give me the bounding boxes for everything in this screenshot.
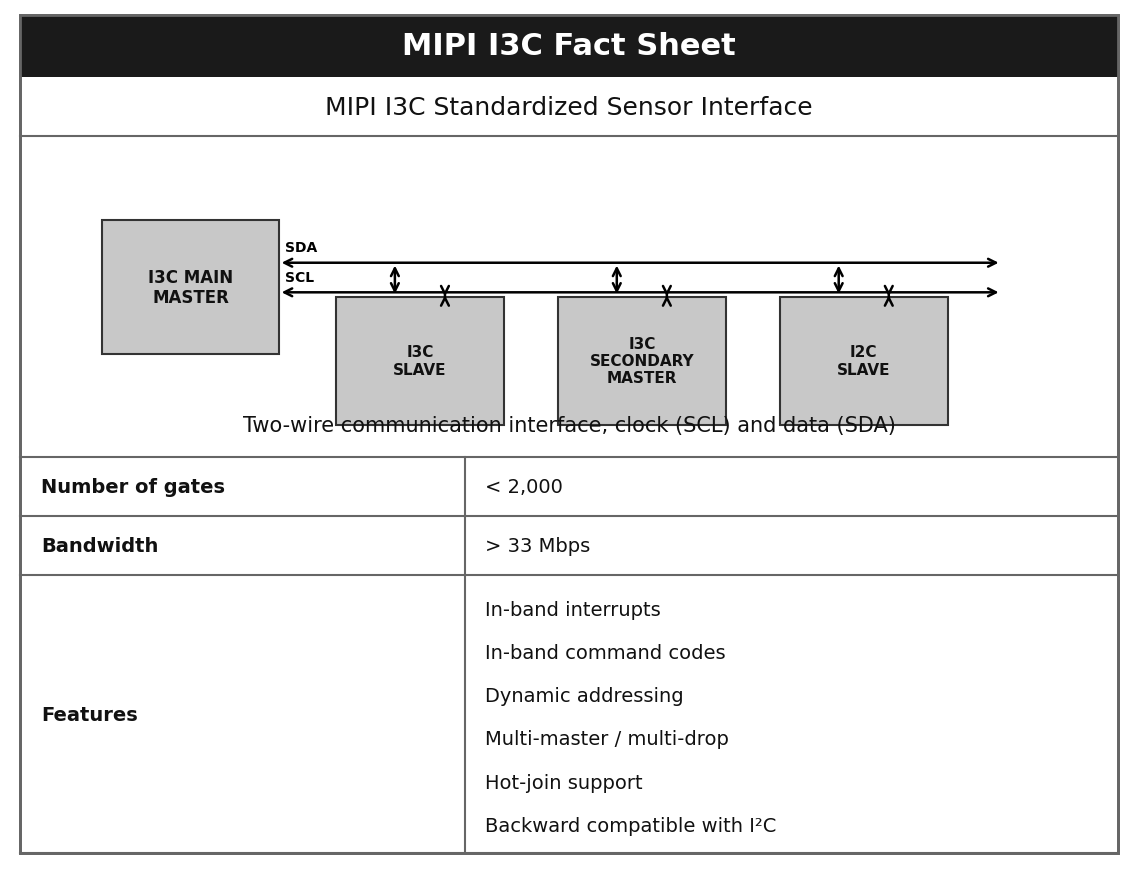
Bar bbox=[780, 297, 948, 425]
Text: Bandwidth: Bandwidth bbox=[41, 536, 158, 555]
Text: > 33 Mbps: > 33 Mbps bbox=[485, 536, 591, 555]
Text: I3C
SECONDARY
MASTER: I3C SECONDARY MASTER bbox=[589, 336, 694, 386]
Text: < 2,000: < 2,000 bbox=[485, 477, 563, 496]
Bar bbox=[20, 16, 1118, 78]
Text: SCL: SCL bbox=[284, 270, 314, 284]
Text: Number of gates: Number of gates bbox=[41, 477, 225, 496]
Text: I3C MAIN
MASTER: I3C MAIN MASTER bbox=[148, 269, 233, 307]
Text: In-band command codes: In-band command codes bbox=[485, 643, 726, 662]
Text: Two-wire communication interface, clock (SCL) and data (SDA): Two-wire communication interface, clock … bbox=[242, 415, 896, 435]
Text: Dynamic addressing: Dynamic addressing bbox=[485, 687, 684, 706]
Bar bbox=[558, 297, 726, 425]
Bar bbox=[336, 297, 504, 425]
Text: Features: Features bbox=[41, 705, 138, 724]
Text: Backward compatible with I²C: Backward compatible with I²C bbox=[485, 816, 776, 835]
Text: In-band interrupts: In-band interrupts bbox=[485, 600, 661, 619]
Bar bbox=[102, 221, 279, 355]
Bar bbox=[20, 16, 1118, 78]
Text: MIPI I3C Fact Sheet: MIPI I3C Fact Sheet bbox=[402, 32, 736, 62]
Text: MIPI I3C Standardized Sensor Interface: MIPI I3C Standardized Sensor Interface bbox=[325, 96, 813, 120]
Text: Hot-join support: Hot-join support bbox=[485, 773, 643, 792]
Text: I3C
SLAVE: I3C SLAVE bbox=[393, 345, 447, 377]
Text: SDA: SDA bbox=[284, 241, 316, 255]
Text: I2C
SLAVE: I2C SLAVE bbox=[836, 345, 891, 377]
Text: Multi-master / multi-drop: Multi-master / multi-drop bbox=[485, 729, 729, 748]
